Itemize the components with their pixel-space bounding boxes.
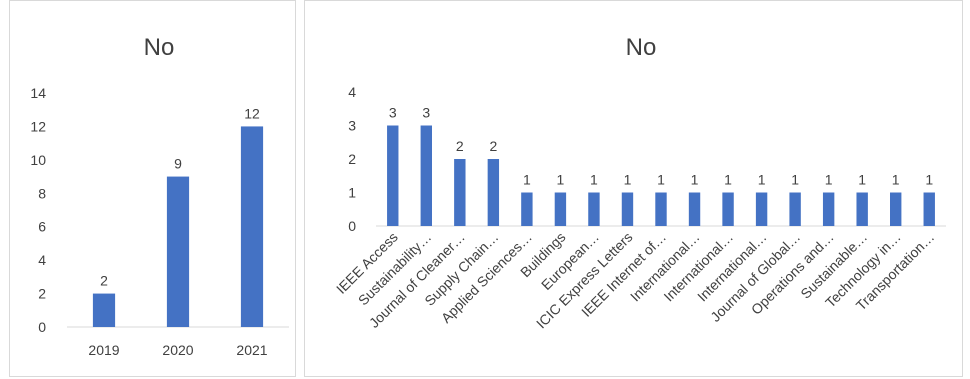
bar-transportation [923, 192, 935, 226]
data-label: 1 [590, 172, 598, 188]
data-label: 1 [892, 172, 900, 188]
data-label: 3 [389, 105, 397, 121]
data-label: 1 [657, 172, 665, 188]
bar-european [588, 192, 600, 226]
bar-2019 [92, 293, 116, 327]
bar-international [755, 192, 768, 226]
chart-panel-left: No 0 2 4 6 8 10 12 14 2 2019 9 2020 12 2021 [9, 0, 296, 377]
y-tick-label: 0 [348, 218, 356, 234]
bar-ieee-access [387, 125, 399, 226]
data-label: 2 [456, 138, 464, 154]
data-label: 1 [925, 172, 933, 188]
y-tick-label: 14 [30, 85, 46, 101]
bar-icic-express-letters [621, 192, 634, 226]
data-label: 1 [691, 172, 699, 188]
data-label: 1 [825, 172, 833, 188]
data-label: 1 [724, 172, 732, 188]
bar-2021 [240, 126, 264, 327]
bar-journal-of-global [789, 192, 801, 226]
bar-applied-sciences [521, 192, 533, 226]
data-label: 1 [557, 172, 565, 188]
bar-supply-chain [487, 159, 500, 226]
data-label: 1 [758, 172, 766, 188]
chart-left: No 0 2 4 6 8 10 12 14 2 2019 9 2020 12 2021 [30, 34, 289, 358]
y-tick-label: 10 [30, 152, 46, 168]
y-tick-label: 4 [348, 84, 356, 100]
bar-international [688, 192, 701, 226]
y-tick-label: 0 [38, 319, 46, 335]
y-tick-label: 6 [38, 219, 46, 235]
data-label: 9 [174, 156, 182, 172]
data-label: 1 [624, 172, 632, 188]
bar-technology-in [890, 192, 902, 226]
x-tick-label: 2019 [88, 342, 119, 358]
chart-title: No [626, 34, 657, 61]
data-label: 1 [791, 172, 799, 188]
x-tick-label: 2020 [162, 342, 193, 358]
x-tick-label: 2021 [236, 342, 267, 358]
data-label: 1 [523, 172, 531, 188]
bar-international [722, 192, 734, 226]
y-tick-label: 4 [38, 252, 46, 268]
bar-journal-of-cleaner [454, 159, 466, 226]
chart-title: No [144, 34, 175, 61]
bar-operations-and [822, 192, 835, 226]
data-label: 12 [244, 105, 260, 121]
bar-2020 [166, 176, 190, 327]
y-tick-label: 2 [38, 286, 46, 302]
y-tick-label: 12 [30, 118, 46, 134]
data-label: 1 [858, 172, 866, 188]
bar-sustainability [420, 125, 432, 226]
chart-panel-right: No 0 1 2 3 4 3 IEEE Access 3 Sustainability… 2 Jour… [304, 0, 963, 377]
bar-buildings [554, 192, 567, 226]
data-label: 2 [100, 273, 108, 289]
y-tick-label: 1 [348, 185, 356, 201]
data-label: 2 [489, 138, 497, 154]
bar-ieee-internet-of [655, 192, 667, 226]
y-tick-label: 3 [348, 118, 356, 134]
y-tick-label: 2 [348, 151, 356, 167]
bar-sustainable [856, 192, 868, 226]
data-label: 3 [422, 105, 430, 121]
y-tick-label: 8 [38, 185, 46, 201]
